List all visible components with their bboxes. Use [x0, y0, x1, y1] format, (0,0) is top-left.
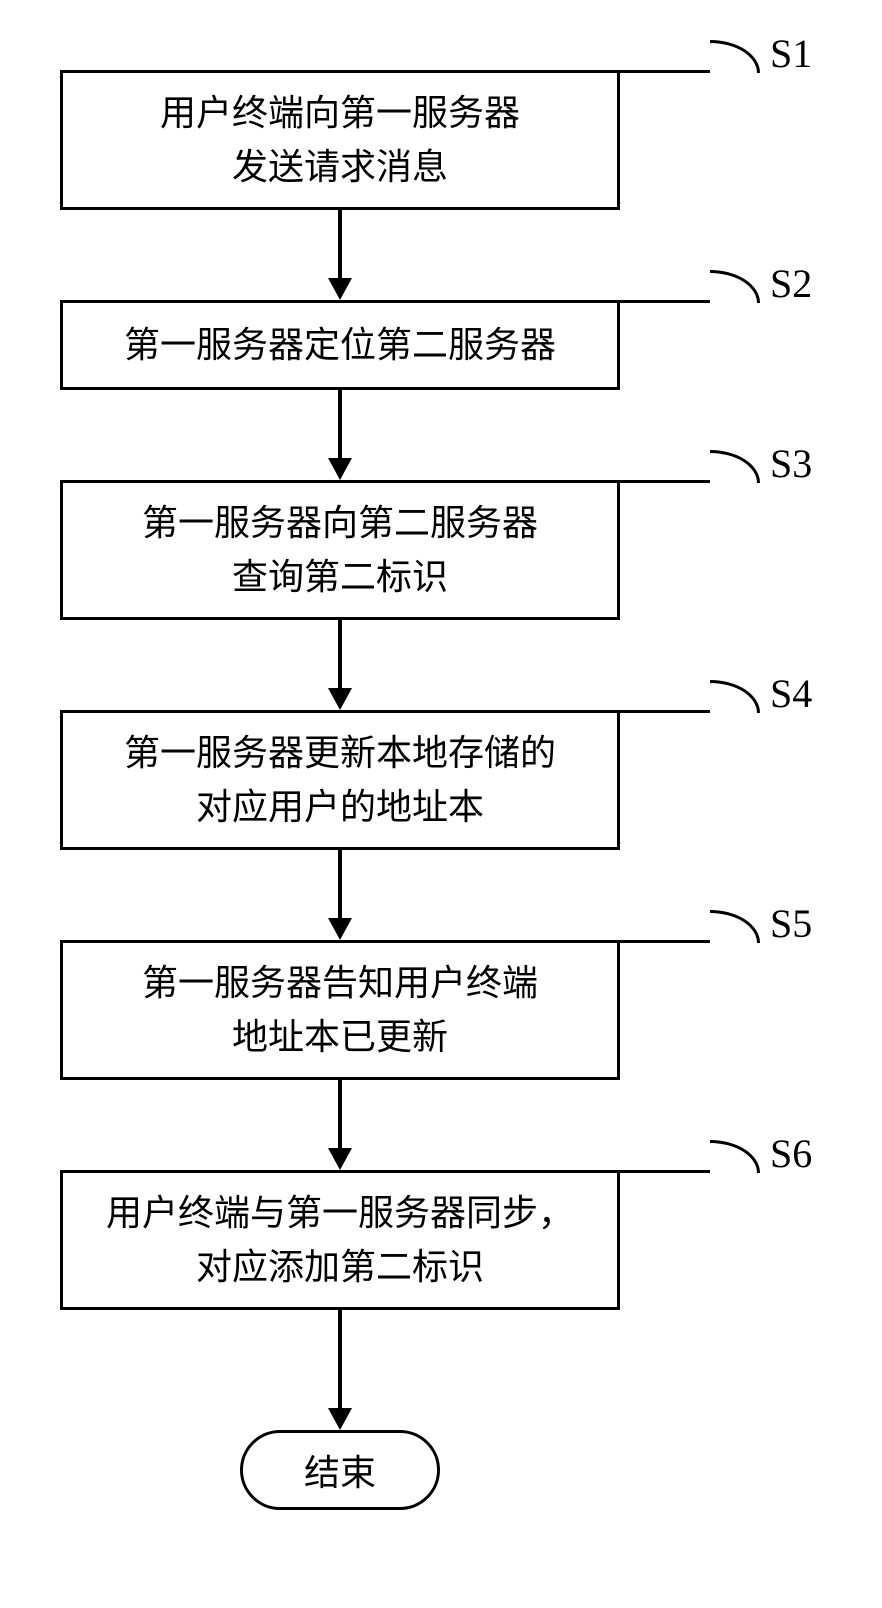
leader-curve — [710, 270, 760, 303]
terminator-text: 结束 — [304, 1444, 376, 1496]
flowchart-container: 用户终端向第一服务器 发送请求消息 第一服务器定位第二服务器 第一服务器向第二服… — [0, 0, 882, 1608]
leader-line — [620, 1170, 710, 1173]
arrow-line — [338, 210, 342, 280]
step-box-s5: 第一服务器告知用户终端 地址本已更新 — [60, 940, 620, 1080]
arrow-head-icon — [328, 278, 352, 300]
step-label-s4: S4 — [770, 670, 812, 717]
leader-line — [620, 70, 710, 73]
step-box-s4: 第一服务器更新本地存储的 对应用户的地址本 — [60, 710, 620, 850]
step-label-s6: S6 — [770, 1130, 812, 1177]
terminator-end: 结束 — [240, 1430, 440, 1510]
step-text: 第一服务器定位第二服务器 — [124, 318, 556, 372]
leader-curve — [710, 1140, 760, 1173]
step-label-s1: S1 — [770, 30, 812, 77]
step-box-s1: 用户终端向第一服务器 发送请求消息 — [60, 70, 620, 210]
step-box-s3: 第一服务器向第二服务器 查询第二标识 — [60, 480, 620, 620]
step-text: 第一服务器向第二服务器 查询第二标识 — [142, 496, 538, 604]
leader-curve — [710, 40, 760, 73]
leader-line — [620, 300, 710, 303]
leader-curve — [710, 680, 760, 713]
step-label-s2: S2 — [770, 260, 812, 307]
step-text: 第一服务器更新本地存储的 对应用户的地址本 — [124, 726, 556, 834]
leader-curve — [710, 910, 760, 943]
arrow-line — [338, 620, 342, 690]
step-box-s2: 第一服务器定位第二服务器 — [60, 300, 620, 390]
arrow-head-icon — [328, 918, 352, 940]
step-label-s5: S5 — [770, 900, 812, 947]
step-label-s3: S3 — [770, 440, 812, 487]
leader-line — [620, 940, 710, 943]
arrow-line — [338, 1080, 342, 1150]
arrow-line — [338, 1310, 342, 1410]
leader-line — [620, 710, 710, 713]
arrow-line — [338, 850, 342, 920]
arrow-line — [338, 390, 342, 460]
arrow-head-icon — [328, 458, 352, 480]
step-box-s6: 用户终端与第一服务器同步， 对应添加第二标识 — [60, 1170, 620, 1310]
step-text: 第一服务器告知用户终端 地址本已更新 — [142, 956, 538, 1064]
leader-curve — [710, 450, 760, 483]
leader-line — [620, 480, 710, 483]
arrow-head-icon — [328, 688, 352, 710]
step-text: 用户终端与第一服务器同步， 对应添加第二标识 — [106, 1186, 574, 1294]
arrow-head-icon — [328, 1408, 352, 1430]
step-text: 用户终端向第一服务器 发送请求消息 — [160, 86, 520, 194]
arrow-head-icon — [328, 1148, 352, 1170]
